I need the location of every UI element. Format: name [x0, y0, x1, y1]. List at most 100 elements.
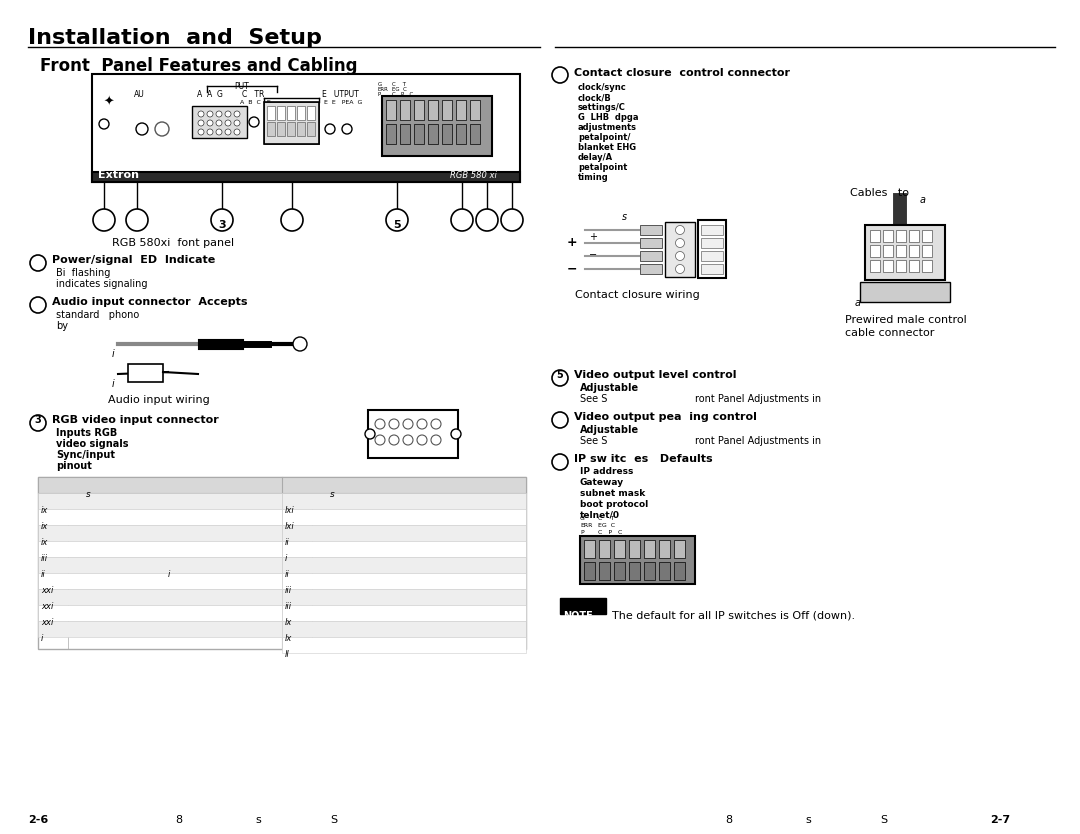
Text: Sync/input: Sync/input — [56, 450, 114, 460]
Text: lx: lx — [285, 634, 293, 643]
Bar — [629, 562, 640, 580]
Bar — [382, 96, 492, 156]
Bar — [599, 562, 610, 580]
Circle shape — [198, 120, 204, 126]
Text: IP address: IP address — [580, 467, 633, 476]
Bar — [282, 637, 526, 653]
Circle shape — [403, 419, 413, 429]
Circle shape — [375, 419, 384, 429]
Text: subnet mask: subnet mask — [580, 489, 645, 498]
Text: A  A  G: A A G — [197, 90, 222, 99]
Bar — [414, 100, 424, 120]
Text: E  E   PEA  G: E E PEA G — [324, 100, 363, 105]
Text: pinout: pinout — [56, 461, 92, 471]
Circle shape — [389, 419, 399, 429]
Text: Adjustable: Adjustable — [580, 383, 639, 393]
Text: iii: iii — [285, 602, 292, 611]
Text: Extron: Extron — [98, 170, 139, 180]
Bar — [192, 106, 247, 138]
Text: xxi: xxi — [41, 618, 53, 627]
Text: ii: ii — [285, 538, 289, 547]
Bar — [282, 541, 526, 557]
Text: P: P — [378, 92, 381, 97]
Text: lxi: lxi — [285, 506, 295, 515]
Circle shape — [211, 209, 233, 231]
Text: NOTE: NOTE — [563, 611, 593, 621]
Text: s: s — [330, 490, 335, 499]
Bar — [282, 525, 526, 541]
Text: ix: ix — [41, 522, 49, 531]
Bar — [659, 540, 670, 558]
Bar — [922, 260, 932, 272]
Text: C   TR: C TR — [242, 90, 265, 99]
Circle shape — [225, 129, 231, 135]
Circle shape — [99, 119, 109, 129]
Bar — [883, 230, 893, 242]
Bar — [615, 562, 625, 580]
Text: 8: 8 — [725, 815, 732, 825]
Circle shape — [451, 209, 473, 231]
Circle shape — [552, 454, 568, 470]
Text: Video output pea  ing control: Video output pea ing control — [573, 412, 772, 422]
Circle shape — [675, 225, 685, 234]
Text: ii: ii — [285, 570, 289, 579]
Text: Bi  flashing: Bi flashing — [56, 268, 110, 278]
Text: ✦: ✦ — [104, 96, 114, 109]
Text: Adjustable: Adjustable — [580, 425, 639, 435]
Bar — [129, 364, 163, 382]
Circle shape — [216, 129, 222, 135]
Circle shape — [403, 435, 413, 445]
Text: indicates signaling: indicates signaling — [56, 279, 148, 289]
Text: IP sw itc  es   Defaults: IP sw itc es Defaults — [573, 454, 713, 464]
Text: Contact closure wiring: Contact closure wiring — [575, 290, 700, 300]
Text: ix: ix — [41, 538, 49, 547]
Text: lx: lx — [285, 618, 293, 627]
Bar — [640, 238, 662, 248]
Bar — [282, 557, 526, 573]
Bar — [883, 245, 893, 257]
Bar — [282, 509, 526, 525]
Circle shape — [375, 435, 384, 445]
Bar — [92, 172, 519, 182]
Text: Audio input connector  Accepts: Audio input connector Accepts — [52, 297, 247, 307]
Text: ERR: ERR — [378, 87, 389, 92]
Bar — [644, 540, 654, 558]
Text: s: s — [255, 815, 260, 825]
Text: Audio input wiring: Audio input wiring — [108, 395, 210, 405]
Circle shape — [198, 129, 204, 135]
Text: i: i — [285, 554, 287, 563]
Bar — [287, 122, 295, 136]
Circle shape — [234, 111, 240, 117]
Text: See S: See S — [580, 394, 607, 404]
Text: EG  C: EG C — [392, 87, 407, 92]
Text: Installation  and  Setup: Installation and Setup — [28, 28, 322, 48]
Text: +: + — [589, 232, 597, 242]
Text: Prewired male control: Prewired male control — [845, 315, 967, 325]
Text: S: S — [880, 815, 887, 825]
Bar — [414, 124, 424, 144]
Circle shape — [136, 123, 148, 135]
Text: iii: iii — [285, 586, 292, 595]
Bar — [297, 122, 305, 136]
Bar — [442, 124, 453, 144]
Bar — [644, 562, 654, 580]
Text: s: s — [805, 815, 811, 825]
Bar — [38, 573, 282, 589]
Text: −: − — [589, 250, 597, 260]
Circle shape — [552, 412, 568, 428]
Text: xxi: xxi — [41, 602, 53, 611]
Bar — [470, 124, 480, 144]
Text: i: i — [41, 634, 43, 643]
Text: a: a — [920, 195, 926, 205]
Bar — [870, 260, 880, 272]
Bar — [561, 598, 606, 614]
Circle shape — [552, 67, 568, 83]
Circle shape — [675, 239, 685, 248]
Bar — [38, 589, 282, 605]
Bar — [400, 124, 410, 144]
Text: xxi: xxi — [41, 586, 53, 595]
Circle shape — [431, 435, 441, 445]
Bar — [267, 122, 275, 136]
Bar — [264, 102, 319, 144]
Bar — [38, 477, 526, 649]
